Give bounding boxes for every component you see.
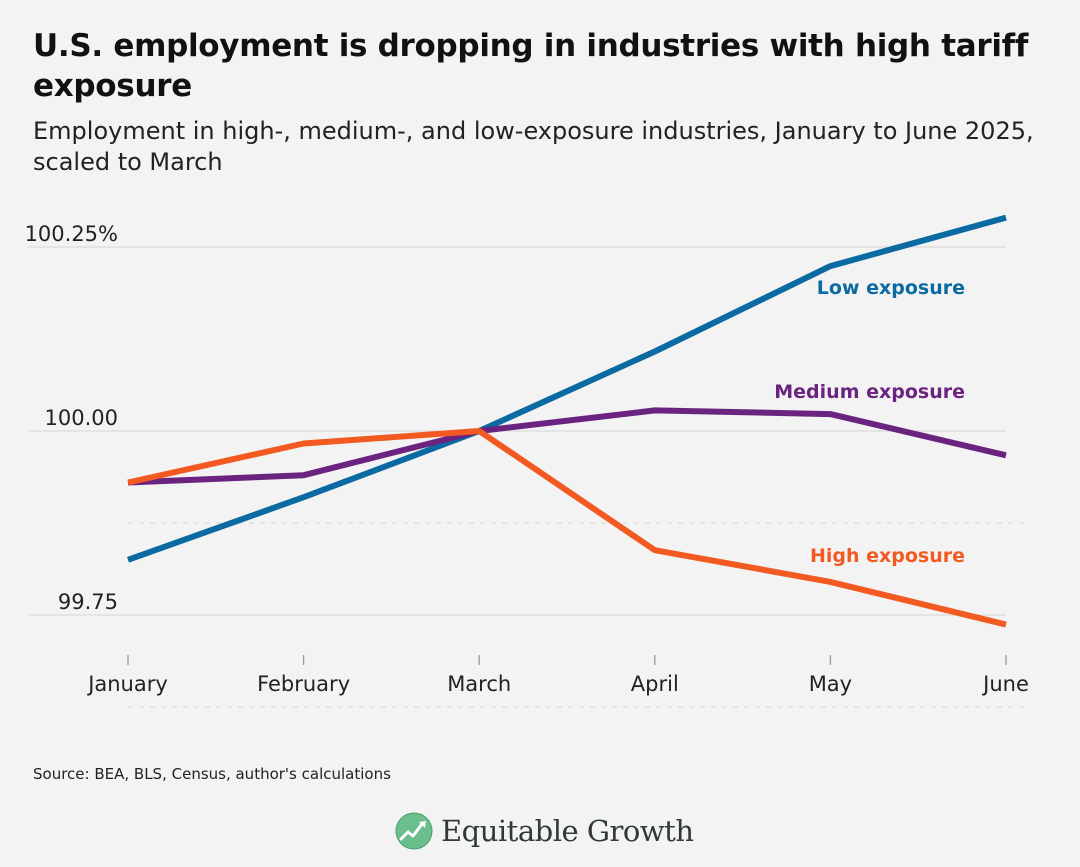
x-tick-label: May: [809, 672, 852, 696]
series-line-high-exposure: [127, 428, 1007, 628]
series-line-low-exposure: [126, 214, 1007, 563]
series-label: Medium exposure: [774, 381, 965, 403]
equitable-growth-logo-icon: [395, 812, 433, 850]
source-note: Source: BEA, BLS, Census, author's calcu…: [33, 765, 391, 783]
y-tick-label: 100.25%: [25, 222, 118, 246]
x-tick-label: February: [257, 672, 350, 696]
brand-name: Equitable Growth: [441, 814, 694, 848]
brand-logo: Equitable Growth: [395, 812, 694, 850]
x-tick-label: January: [86, 672, 168, 696]
series-label: High exposure: [810, 545, 965, 567]
line-chart: 100.25% 100.00 99.75 January February March Ap…: [25, 214, 1029, 708]
chart-title: U.S. employment is dropping in industrie…: [33, 28, 1029, 104]
x-tick-label: June: [981, 672, 1029, 696]
y-tick-label: 99.75: [58, 590, 118, 614]
series-line-medium-exposure: [127, 407, 1007, 486]
y-tick-label: 100.00: [45, 406, 118, 430]
chart-subtitle: Employment in high-, medium-, and low-ex…: [33, 117, 1034, 176]
x-tick-label: April: [631, 672, 679, 696]
series-label: Low exposure: [817, 277, 965, 299]
x-tick-label: March: [447, 672, 511, 696]
